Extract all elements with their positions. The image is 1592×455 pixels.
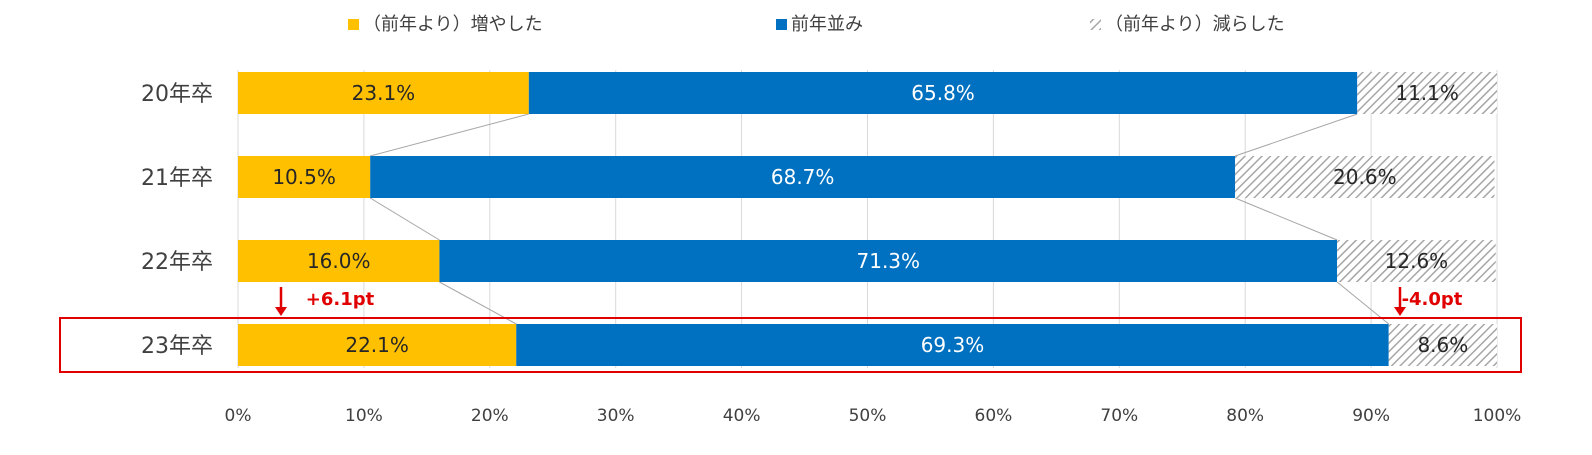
legend-swatch (348, 19, 359, 30)
legend-swatch (776, 19, 787, 30)
data-label: 71.3% (857, 249, 921, 273)
x-tick-label: 50% (849, 406, 887, 426)
data-label: 23.1% (352, 81, 416, 105)
x-tick-label: 90% (1352, 406, 1390, 426)
series-line (1234, 113, 1358, 157)
bar-segment (1235, 156, 1495, 198)
annotation-label: +6.1pt (306, 289, 375, 310)
x-tick-label: 10% (345, 406, 383, 426)
bar-segment (1337, 240, 1496, 282)
bar-segment (528, 72, 1358, 114)
legend-label: 前年並み (791, 14, 863, 35)
data-label: 22.1% (345, 333, 409, 357)
series-lines (369, 113, 1390, 325)
data-label: 10.5% (272, 165, 336, 189)
x-axis-ticks: 0% 10% 20% 30% 40% 50% 60% 70% 80% 90% 100% (225, 406, 1522, 426)
bars: 23.1% 65.8% 11.1% 10.5% 68.7% 20.6% 16.0% 71.3%… (238, 72, 1497, 366)
x-tick-label: 0% (225, 406, 252, 426)
annotations: +6.1pt -4.0pt (59, 287, 1522, 373)
x-tick-label: 30% (597, 406, 635, 426)
category-labels: 20年卒 21年卒 22年卒 23年卒 (141, 82, 213, 359)
bar-segment (238, 72, 529, 114)
x-tick-label: 80% (1226, 406, 1264, 426)
category-label: 21年卒 (141, 166, 213, 191)
data-label: 8.6% (1417, 333, 1468, 357)
bar-segment (1357, 72, 1497, 114)
bar-segment (238, 156, 371, 198)
bar-segment (238, 240, 440, 282)
category-label: 23年卒 (141, 334, 213, 359)
series-line (370, 113, 529, 157)
data-label: 68.7% (771, 165, 835, 189)
highlight-box (59, 317, 1522, 373)
series-line (1234, 197, 1338, 241)
grid (237, 70, 1498, 368)
x-tick-label: 100% (1473, 406, 1522, 426)
data-label: 69.3% (921, 333, 985, 357)
category-label: 20年卒 (141, 82, 213, 107)
x-tick-label: 60% (975, 406, 1013, 426)
arrow-head (1394, 307, 1406, 316)
x-tick-label: 20% (471, 406, 509, 426)
bar-segment (1388, 324, 1497, 366)
legend-label: （前年より）増やした (363, 14, 543, 35)
legend-swatch (1090, 19, 1101, 30)
category-label: 22年卒 (141, 250, 213, 275)
bar-segment (370, 156, 1236, 198)
data-label: 11.1% (1395, 81, 1459, 105)
bar-segment (516, 324, 1389, 366)
bar-segment (238, 324, 517, 366)
x-tick-label: 40% (723, 406, 761, 426)
data-label: 16.0% (307, 249, 371, 273)
series-line (369, 197, 440, 241)
x-tick-label: 70% (1100, 406, 1138, 426)
data-label: 65.8% (911, 81, 975, 105)
annotation-label: -4.0pt (1402, 289, 1463, 310)
bar-segment (439, 240, 1338, 282)
legend: （前年より）増やした 前年並み （前年より）減らした (348, 14, 1285, 35)
legend-label: （前年より）減らした (1105, 14, 1285, 35)
data-label: 12.6% (1385, 249, 1449, 273)
data-label: 20.6% (1333, 165, 1397, 189)
arrow-head (275, 307, 287, 316)
